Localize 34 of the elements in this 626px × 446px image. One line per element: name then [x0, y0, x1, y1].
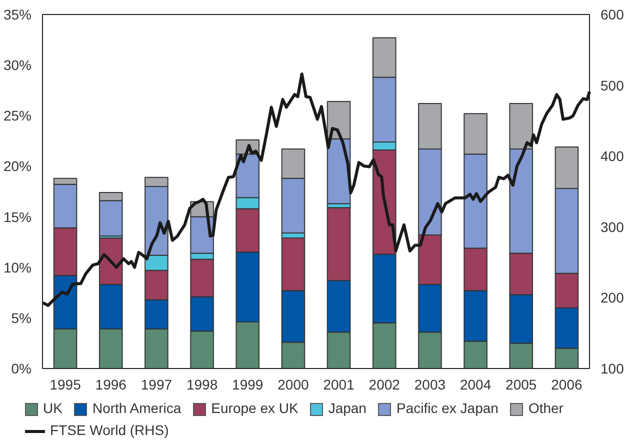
x-tick-label: 2006 — [551, 376, 582, 392]
legend-label: FTSE World (RHS) — [49, 422, 169, 438]
y-tick-label: 30% — [3, 57, 32, 74]
y-tick-label: 25% — [3, 108, 32, 124]
x-tick-label: 2003 — [414, 376, 446, 392]
y-tick-label: 20% — [3, 158, 32, 174]
y-tick-label: 5% — [11, 310, 32, 326]
legend-label: Europe ex UK — [210, 400, 298, 416]
y-tick-label: 0% — [11, 360, 32, 376]
x-tick-label: 1995 — [50, 376, 82, 392]
y-tick-label: 10% — [3, 259, 32, 276]
x-tick-label: 1999 — [232, 376, 264, 392]
x-tick-label: 1997 — [140, 376, 172, 392]
y2-tick-label: 400 — [600, 148, 624, 164]
x-tick-label: 1996 — [95, 376, 127, 392]
legend-label: North America — [91, 400, 182, 416]
line-series — [41, 72, 591, 307]
legend-label: Japan — [327, 400, 366, 416]
y2-tick-label: 100 — [600, 360, 624, 376]
y2-tick-label: 300 — [600, 218, 624, 235]
y2-tick-label: 600 — [600, 6, 624, 22]
x-tick-label: 1998 — [186, 376, 218, 392]
legend-label: UK — [42, 400, 62, 416]
x-tick-label: 2002 — [368, 376, 400, 392]
y2-tick-label: 200 — [600, 290, 624, 306]
legend-label: Pacific ex Japan — [395, 400, 498, 416]
x-tick-label: 2001 — [323, 376, 355, 392]
x-tick-label: 2005 — [506, 376, 537, 392]
legend-label: Other — [527, 400, 564, 416]
x-tick-label: 2000 — [278, 376, 309, 392]
y-tick-label: 35% — [3, 6, 32, 22]
y-tick-label: 15% — [3, 208, 32, 225]
y2-tick-label: 500 — [600, 77, 624, 94]
x-tick-label: 2004 — [460, 376, 492, 392]
